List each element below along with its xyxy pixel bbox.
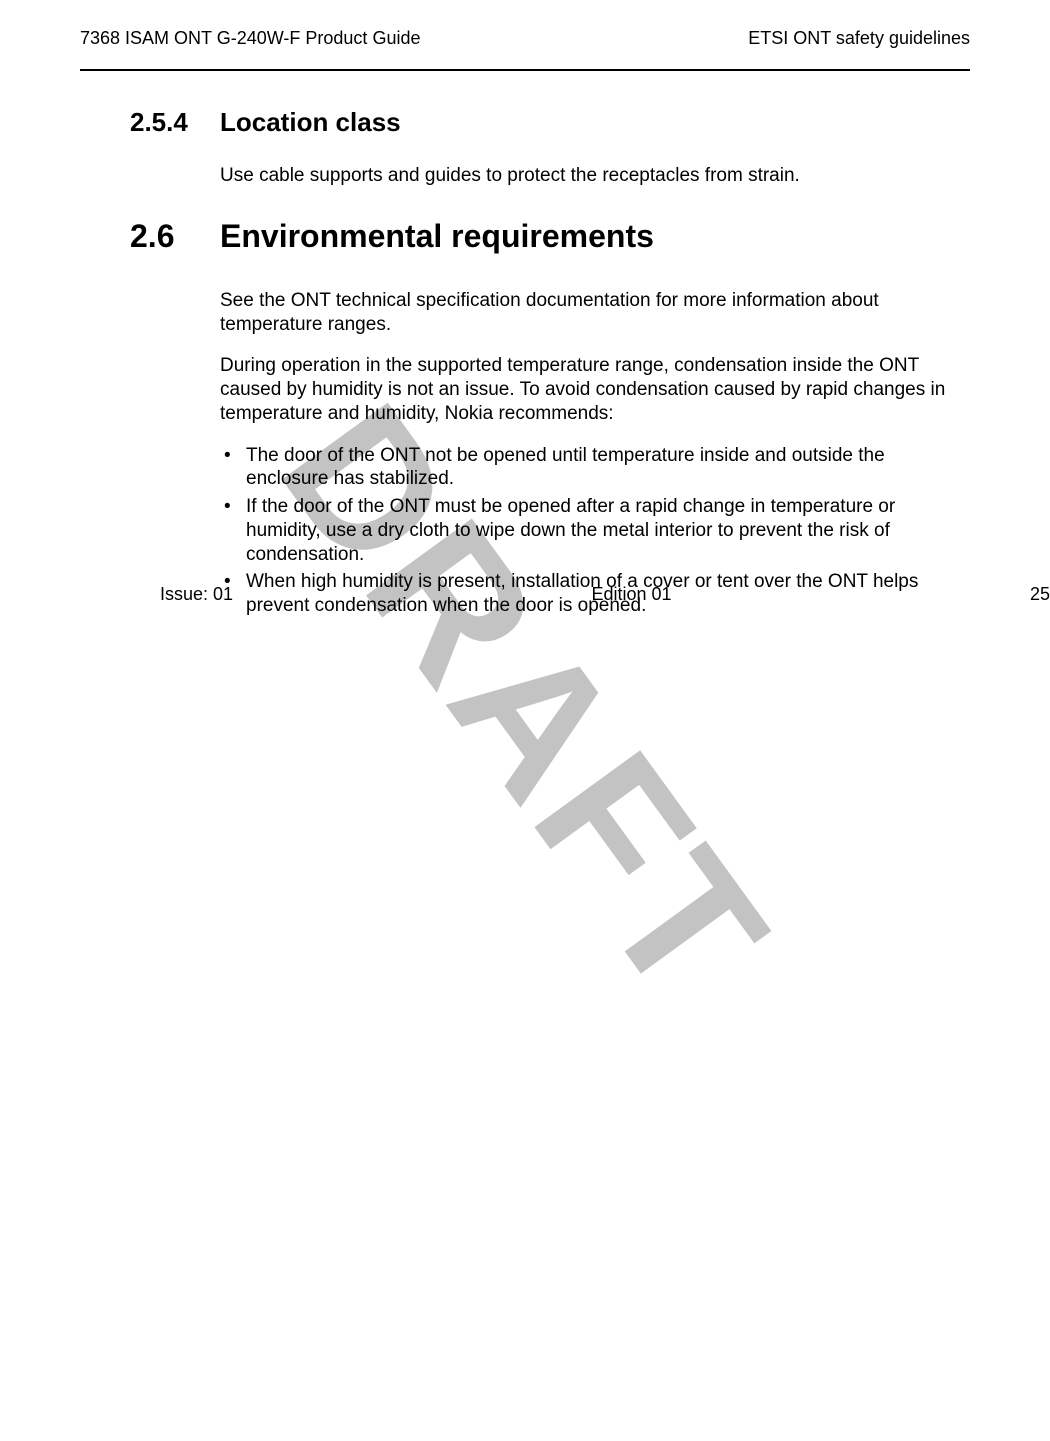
- paragraph: See the ONT technical specification docu…: [220, 289, 960, 337]
- header-left: 7368 ISAM ONT G-240W-F Product Guide: [80, 28, 420, 49]
- paragraph: Use cable supports and guides to protect…: [220, 164, 960, 188]
- heading-number: 2.6: [130, 218, 220, 255]
- heading-title: Location class: [220, 107, 401, 138]
- list-item: The door of the ONT not be opened until …: [220, 444, 960, 492]
- heading-title: Environmental requirements: [220, 218, 654, 255]
- page-footer: Issue: 01 Edition 01 25: [160, 584, 1050, 605]
- footer-right: 25: [1030, 584, 1050, 605]
- header-right: ETSI ONT safety guidelines: [748, 28, 970, 49]
- heading-number: 2.5.4: [130, 107, 220, 138]
- content-area: 2.5.4 Location class Use cable supports …: [80, 107, 970, 618]
- list-item: If the door of the ONT must be opened af…: [220, 495, 960, 566]
- heading-2-6: 2.6 Environmental requirements: [130, 218, 960, 255]
- footer-left: Issue: 01: [160, 584, 233, 605]
- footer-center: Edition 01: [591, 584, 671, 605]
- heading-2-5-4: 2.5.4 Location class: [130, 107, 960, 138]
- page-header: 7368 ISAM ONT G-240W-F Product Guide ETS…: [80, 28, 970, 69]
- header-rule: [80, 69, 970, 71]
- paragraph: During operation in the supported temper…: [220, 354, 960, 425]
